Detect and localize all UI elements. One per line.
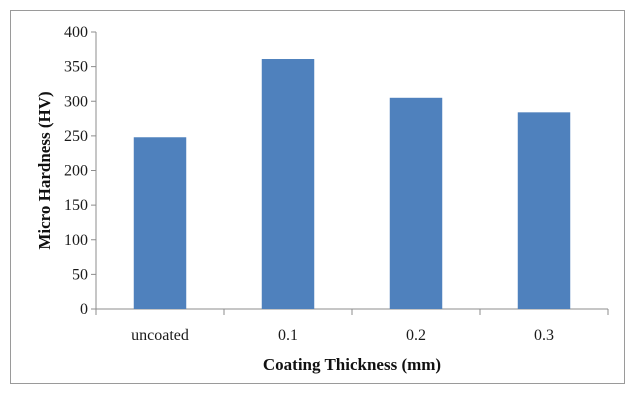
- y-tick-label: 150: [64, 197, 88, 214]
- y-tick-label: 350: [64, 59, 88, 76]
- y-tick-label: 0: [80, 301, 88, 318]
- y-tick-label: 250: [64, 128, 88, 145]
- x-tick-label: uncoated: [131, 327, 189, 344]
- y-tick-label: 100: [64, 232, 88, 249]
- x-axis-title: Coating Thickness (mm): [263, 355, 441, 374]
- y-tick-label: 400: [64, 24, 88, 41]
- y-axis: 0 50 100 150 200 250 300 350 400: [64, 24, 97, 318]
- x-tick-label: 0.2: [406, 327, 426, 344]
- bar: [261, 59, 315, 309]
- x-axis: uncoated 0.1 0.2 0.3: [95, 308, 609, 344]
- bar: [133, 137, 187, 309]
- y-tick-label: 50: [72, 266, 88, 283]
- y-tick-label: 200: [64, 163, 88, 180]
- bar: [517, 112, 571, 309]
- y-tick-label: 300: [64, 93, 88, 110]
- x-tick-label: 0.3: [534, 327, 554, 344]
- y-axis-title: Micro Hardness (HV): [35, 91, 54, 249]
- bars: [133, 59, 571, 309]
- x-tick-label: 0.1: [278, 327, 298, 344]
- bar: [389, 97, 443, 309]
